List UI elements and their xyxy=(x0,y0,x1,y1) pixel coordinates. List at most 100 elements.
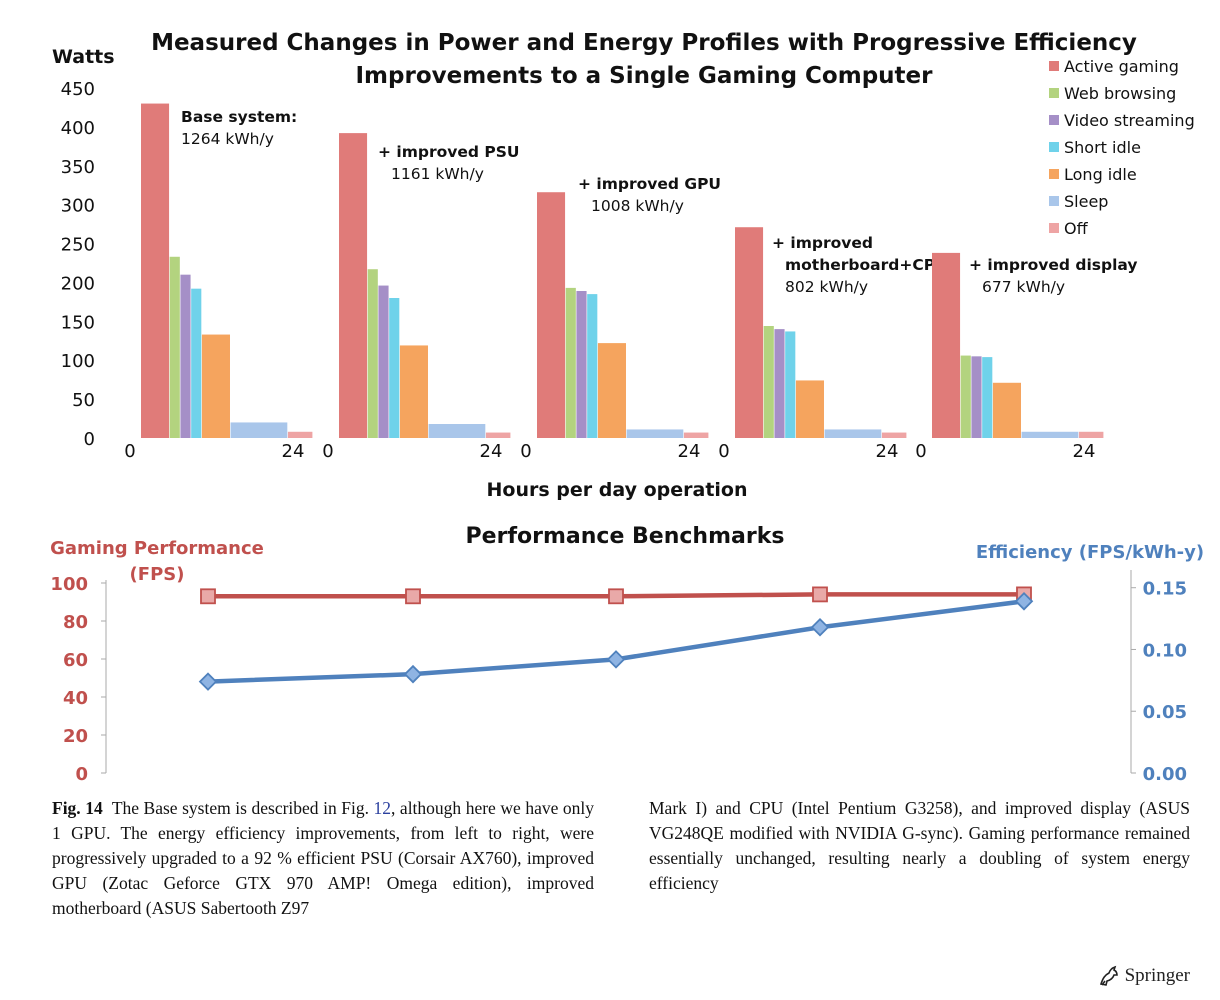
caption-text-2: Mark I) and CPU (Intel Pentium G3258), a… xyxy=(649,798,1190,893)
data-point xyxy=(403,664,423,684)
bar xyxy=(626,429,684,438)
bar xyxy=(982,357,993,438)
x-tick-label: 0 xyxy=(124,441,135,462)
bar-chart-title-line2: Improvements to a Single Gaming Computer xyxy=(356,63,934,89)
y-tick-label: 50 xyxy=(72,390,95,411)
bar xyxy=(795,380,824,438)
bar xyxy=(169,256,180,438)
legend-label: Sleep xyxy=(1064,192,1108,211)
bar-group-energy: 1264 kWh/y xyxy=(181,130,274,148)
bar-group-label: + improved PSU xyxy=(378,143,519,161)
right-axis-label: Efficiency (FPS/kWh-y) xyxy=(976,542,1204,563)
x-axis-label: Hours per day operation xyxy=(487,479,748,501)
left-tick-label: 40 xyxy=(63,688,88,709)
publisher-logo: Springer xyxy=(1097,964,1190,988)
y-tick-label: 300 xyxy=(61,196,95,217)
springer-horse-icon xyxy=(1099,965,1118,986)
x-tick-label: 24 xyxy=(876,441,899,462)
bar xyxy=(339,133,368,439)
bar-group: + improved motherboard+CPU 802 kWh/y xyxy=(735,227,948,438)
legend-label: Off xyxy=(1064,219,1089,238)
bar-group-label-line2: motherboard+CPU xyxy=(785,256,948,274)
figure-reference-link[interactable]: 12 xyxy=(373,798,392,818)
bar-group: Base system: 1264 kWh/y xyxy=(141,103,313,438)
bar xyxy=(389,298,400,438)
bar-group-energy: 1008 kWh/y xyxy=(591,197,684,215)
bar xyxy=(399,345,428,438)
legend-swatch xyxy=(1049,61,1059,71)
left-tick-label: 80 xyxy=(63,612,88,633)
y-tick-label: 150 xyxy=(61,312,95,333)
bar xyxy=(597,343,626,438)
bar xyxy=(201,334,230,438)
legend-swatch xyxy=(1049,88,1059,98)
caption-text-1b: , although here we have only 1 GPU. The … xyxy=(52,798,595,918)
left-axis-label-line1: Gaming Performance xyxy=(50,538,264,559)
bar-group: + improved display 677 kWh/y xyxy=(932,252,1137,438)
legend-label: Long idle xyxy=(1064,165,1137,184)
bar xyxy=(992,382,1021,438)
data-point xyxy=(1014,592,1034,611)
publisher-name: Springer xyxy=(1124,965,1190,986)
bar xyxy=(1078,431,1104,438)
bar-y-ticks: 450 400 350 300 250 200 150 100 50 0 xyxy=(61,79,95,450)
y-tick-label: 250 xyxy=(61,235,95,256)
figure-label: Fig. 14 xyxy=(52,798,103,818)
left-axis-label-line2: (FPS) xyxy=(130,564,185,585)
data-point xyxy=(405,588,421,605)
bar-group-energy: 1161 kWh/y xyxy=(391,165,484,183)
x-tick-label: 24 xyxy=(282,441,305,462)
series-line xyxy=(207,599,1025,684)
legend-label: Video streaming xyxy=(1064,111,1195,130)
legend: Active gaming Web browsing Video streaming… xyxy=(1049,57,1195,238)
bar xyxy=(971,356,982,438)
bar xyxy=(485,432,511,438)
y-tick-label: 100 xyxy=(61,351,95,372)
right-tick-label: 0.05 xyxy=(1143,702,1187,723)
y-axis-label: Watts xyxy=(52,46,115,68)
bar xyxy=(881,432,907,438)
bar xyxy=(932,252,961,438)
bar xyxy=(191,288,202,438)
data-point xyxy=(608,588,624,605)
legend-swatch xyxy=(1049,169,1059,179)
bar-group-label: Base system: xyxy=(181,108,297,126)
bar-groups: Base system: 1264 kWh/y + improved PSU 1161… xyxy=(141,103,1137,439)
bar-group-energy: 677 kWh/y xyxy=(982,278,1065,296)
x-tick-label: 0 xyxy=(322,441,333,462)
bar xyxy=(141,103,170,438)
legend-swatch xyxy=(1049,223,1059,233)
caption-column-1: Fig. 14 The Base system is described in … xyxy=(52,796,594,921)
bar xyxy=(774,329,785,438)
legend-swatch xyxy=(1049,115,1059,125)
x-tick-label: 0 xyxy=(718,441,729,462)
bar xyxy=(565,287,576,438)
x-tick-label: 0 xyxy=(915,441,926,462)
caption-text-1a: The Base system is described in Fig. xyxy=(111,798,369,818)
y-tick-label: 450 xyxy=(61,79,95,100)
bar xyxy=(587,294,598,438)
line-series-efficiency xyxy=(198,592,1034,691)
bar xyxy=(763,326,774,438)
legend-swatch xyxy=(1049,142,1059,152)
line-axes: 100 80 60 40 20 0 0.15 0.10 0.05 0.00 xyxy=(50,570,1187,785)
x-tick-label: 24 xyxy=(1073,441,1096,462)
right-tick-label: 0.15 xyxy=(1143,579,1187,600)
legend-label: Short idle xyxy=(1064,138,1141,157)
x-tick-label: 24 xyxy=(480,441,503,462)
legend-swatch xyxy=(1049,196,1059,206)
bar xyxy=(735,227,764,438)
bar xyxy=(230,422,288,438)
bar-group-label: + improved GPU xyxy=(578,175,721,193)
left-tick-label: 20 xyxy=(63,726,88,747)
bar-group-energy: 802 kWh/y xyxy=(785,278,868,296)
legend-label: Active gaming xyxy=(1064,57,1179,76)
bar-group: + improved GPU 1008 kWh/y xyxy=(537,175,721,438)
x-tick-label: 24 xyxy=(678,441,701,462)
bar xyxy=(180,274,191,438)
y-tick-label: 200 xyxy=(61,273,95,294)
data-point xyxy=(200,588,216,605)
line-series xyxy=(198,586,1034,691)
bar-group: + improved PSU 1161 kWh/y xyxy=(339,133,519,439)
data-point xyxy=(812,586,828,603)
